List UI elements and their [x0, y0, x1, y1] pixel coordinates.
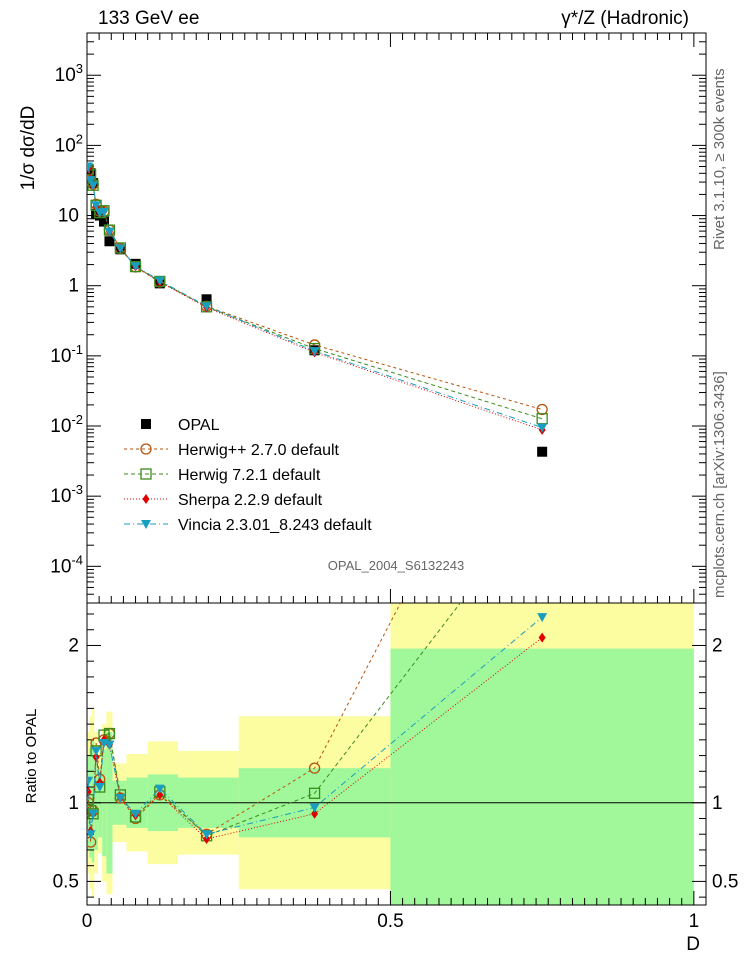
main-ytick-label: 10-1 [50, 342, 83, 367]
main-ytick-label: 10 [58, 206, 79, 227]
vincia-ratio-point [130, 809, 141, 819]
legend-marker-opal [141, 419, 151, 429]
vincia-ratio-point [87, 776, 94, 786]
herwigpp-ratio-point [308, 762, 321, 774]
opal-main-point [537, 446, 548, 457]
herwig7-main-point [536, 413, 548, 425]
main-ytick-label: 10-3 [50, 482, 83, 507]
opal-main-point [201, 294, 212, 305]
vincia-ratio-point [88, 809, 99, 819]
main-ytick-label: 102 [55, 131, 83, 156]
ratio-ytick-label-right: 2 [712, 635, 723, 656]
header-right: γ*/Z (Hadronic) [561, 8, 689, 29]
vincia-main-point [91, 201, 102, 211]
vincia-ratio-point [104, 740, 115, 750]
legend-marker-herwigpp [140, 443, 152, 455]
vincia-ratio-point [537, 613, 548, 623]
mcplots-label: mcplots.cern.ch [arXiv:1306.3436] [711, 371, 728, 598]
vincia-main-point [115, 244, 126, 254]
main-ytick-label: 10-4 [50, 552, 83, 577]
vincia-main-point [87, 176, 96, 186]
legend-label-opal: OPAL [178, 417, 220, 434]
analysis-watermark: OPAL_2004_S6132243 [328, 558, 464, 573]
main-ytick-label: 10-2 [50, 412, 83, 437]
vincia-main-point [154, 276, 165, 286]
ratio-xtick-label: 0.5 [377, 911, 403, 932]
vincia-main-point [130, 262, 141, 272]
opal-main-point [98, 216, 109, 227]
opal-main-point [87, 168, 96, 179]
rivet-label: Rivet 3.1.10, ≥ 300k events [711, 68, 728, 250]
vincia-main-point [98, 207, 109, 217]
ratio-ylabel: Ratio to OPAL [23, 709, 40, 804]
legend: OPAL Herwig++ 2.7.0 default Herwig 7.2.1 d… [124, 417, 372, 534]
sherpa-ratio-point [311, 808, 319, 819]
herwigpp-ratio-point [537, 326, 547, 336]
legend-label-herwigpp: Herwig++ 2.7.0 default [178, 442, 340, 459]
sherpa-ratio-point [156, 789, 164, 800]
legend-label-herwig7: Herwig 7.2.1 default [178, 467, 321, 484]
herwig7-main-line [87, 169, 543, 420]
ratio-series [87, 326, 548, 848]
vincia-main-point [87, 162, 94, 172]
opal-main-point [104, 236, 115, 247]
herwigpp-main-line [87, 170, 543, 410]
ratio-uncertainty-bands [87, 603, 694, 905]
header-left: 133 GeV ee [98, 8, 199, 29]
vincia-ratio-point [309, 803, 320, 813]
inner-band-12 [390, 648, 694, 905]
ratio-ytick-label: 1 [68, 793, 79, 814]
ratio-xtick-label: 1 [689, 911, 700, 932]
vincia-ratio-point [115, 794, 126, 804]
main-ytick-label: 1 [68, 276, 79, 297]
vincia-ratio-point [154, 784, 165, 794]
herwigpp-main-point [536, 403, 548, 416]
xlabel: D [686, 934, 700, 955]
vincia-ratio-point [201, 830, 212, 840]
main-ylabel: 1/σ dσ/dD [18, 106, 39, 191]
vincia-main-line [87, 166, 543, 429]
legend-label-sherpa: Sherpa 2.2.9 default [178, 492, 323, 509]
ratio-ytick-label: 2 [68, 635, 79, 656]
vincia-main-point [201, 302, 212, 312]
sherpa-ratio-point [538, 632, 546, 643]
legend-label-vincia: Vincia 2.3.01_8.243 default [178, 517, 372, 534]
ratio-ytick-label-right: 0.5 [712, 871, 738, 892]
legend-marker-sherpa [142, 494, 150, 504]
ratio-xtick-label: 0 [82, 911, 93, 932]
herwig7-ratio-point [103, 727, 116, 740]
legend-marker-vincia [141, 520, 151, 529]
herwig7-ratio-point [308, 787, 321, 799]
vincia-ratio-point [94, 783, 105, 793]
main-ytick-label: 103 [55, 61, 83, 86]
main-series [87, 162, 548, 457]
vincia-main-point [537, 423, 548, 433]
ratio-ytick-label: 0.5 [53, 871, 79, 892]
legend-marker-herwig7 [140, 468, 152, 480]
vincia-main-point [104, 227, 115, 237]
herwig7-ratio-point [537, 491, 547, 501]
vincia-main-point [88, 181, 99, 191]
ratio-plot-frame [86, 602, 707, 906]
vincia-ratio-point [91, 746, 102, 756]
vincia-main-point [309, 347, 320, 357]
ratio-ytick-label-right: 1 [712, 793, 723, 814]
vincia-ratio-point [87, 830, 96, 840]
sherpa-ratio-point [87, 786, 92, 797]
